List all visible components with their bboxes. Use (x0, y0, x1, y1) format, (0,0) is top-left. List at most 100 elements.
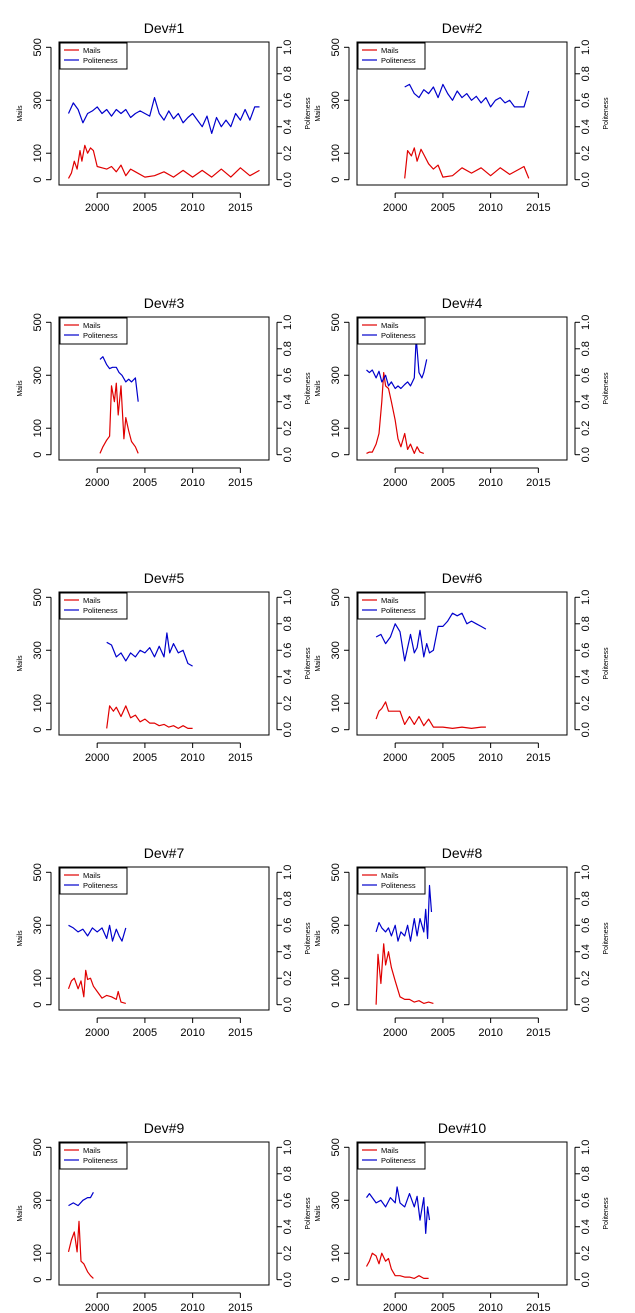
x-tick-label: 2010 (180, 1027, 204, 1039)
chart-panel-8: Dev#8 2000 2005 2010 2015 0 100 300 500 Mails 0.0 0… (315, 845, 610, 1039)
y2-tick-label: 0.8 (282, 891, 294, 906)
y-tick-label: 500 (330, 1138, 342, 1156)
y-axis-label: Mails (315, 1205, 322, 1222)
y2-tick-label: 0.0 (282, 447, 294, 462)
y2-axis-label: Politeness (305, 372, 312, 405)
legend-entry: Mails (83, 871, 101, 880)
y2-tick-label: 0.4 (580, 944, 592, 959)
x-tick-label: 2005 (431, 1027, 455, 1039)
x-tick-label: 2000 (383, 752, 407, 764)
y-tick-label: 0 (32, 177, 44, 183)
y-tick-label: 500 (32, 313, 44, 331)
x-tick-label: 2015 (526, 1302, 550, 1313)
y2-axis-label: Politeness (603, 372, 610, 405)
y-tick-label: 100 (32, 694, 44, 712)
y-tick-label: 100 (330, 694, 342, 712)
x-tick-label: 2000 (85, 477, 109, 489)
y-tick-label: 0 (32, 452, 44, 458)
y-tick-label: 300 (32, 366, 44, 384)
y2-tick-label: 0.2 (282, 421, 294, 436)
y-axis-label: Mails (17, 655, 24, 672)
y2-tick-label: 0.4 (580, 1219, 592, 1234)
y-tick-label: 100 (32, 1244, 44, 1262)
x-tick-label: 2000 (85, 1027, 109, 1039)
series-line-mails (106, 705, 193, 730)
series-line-politeness (67, 96, 260, 134)
y-tick-label: 0 (32, 1002, 44, 1008)
legend-entry: Mails (381, 321, 399, 330)
y-tick-label: 0 (32, 727, 44, 733)
y-axis-label: Mails (315, 380, 322, 397)
y-tick-label: 500 (330, 863, 342, 881)
legend-entry: Politeness (83, 331, 118, 340)
y2-tick-label: 0.4 (282, 394, 294, 409)
y2-tick-label: 0.4 (282, 944, 294, 959)
y2-tick-label: 1.0 (580, 40, 592, 55)
chart-title: Dev#2 (442, 20, 483, 36)
series-line-mails (67, 144, 260, 179)
legend-entry: Mails (381, 1146, 399, 1155)
y-tick-label: 500 (32, 38, 44, 56)
y2-tick-label: 0.0 (282, 172, 294, 187)
x-tick-label: 2010 (180, 202, 204, 214)
y2-tick-label: 0.0 (282, 997, 294, 1012)
plot-frame (356, 41, 568, 186)
y2-tick-label: 0.2 (580, 421, 592, 436)
y2-tick-label: 1.0 (282, 590, 294, 605)
y-tick-label: 100 (330, 419, 342, 437)
y2-tick-label: 1.0 (282, 865, 294, 880)
legend-entry: Mails (381, 596, 399, 605)
x-tick-label: 2005 (133, 1027, 157, 1039)
legend-box (357, 1142, 426, 1170)
legend-box (357, 317, 426, 345)
y2-tick-label: 0.2 (580, 971, 592, 986)
y-tick-label: 100 (32, 969, 44, 987)
chart-title: Dev#5 (144, 570, 185, 586)
legend-entry: Mails (381, 46, 399, 55)
series-line-politeness (99, 356, 139, 402)
y-tick-label: 300 (32, 1191, 44, 1209)
series-line-politeness (106, 632, 193, 667)
y-tick-label: 100 (330, 969, 342, 987)
legend-entry: Politeness (381, 331, 416, 340)
legend-entry: Mails (83, 596, 101, 605)
legend-box (59, 592, 128, 620)
y-axis-label: Mails (17, 380, 24, 397)
y-tick-label: 0 (330, 452, 342, 458)
legend-box (357, 592, 426, 620)
y2-axis-label: Politeness (603, 922, 610, 955)
y2-tick-label: 0.0 (580, 1272, 592, 1287)
y2-axis-label: Politeness (603, 1197, 610, 1230)
y2-tick-label: 0.0 (580, 722, 592, 737)
chart-panel-6: Dev#6 2000 2005 2010 2015 0 100 300 500 Mails 0.0 0… (315, 570, 610, 764)
y2-tick-label: 0.4 (282, 1219, 294, 1234)
y2-tick-label: 0.8 (282, 1166, 294, 1181)
x-tick-label: 2005 (133, 752, 157, 764)
series-line-politeness (68, 1192, 94, 1207)
y2-tick-label: 0.6 (580, 1193, 592, 1208)
legend-entry: Mails (83, 1146, 101, 1155)
x-tick-label: 2000 (85, 1302, 109, 1313)
y2-axis-label: Politeness (305, 97, 312, 130)
y-tick-label: 0 (330, 1277, 342, 1283)
x-tick-label: 2015 (228, 477, 252, 489)
x-tick-label: 2015 (228, 1302, 252, 1313)
legend-entry: Politeness (83, 56, 118, 65)
series-line-politeness (404, 83, 530, 108)
y2-tick-label: 1.0 (580, 315, 592, 330)
y2-tick-label: 0.2 (580, 146, 592, 161)
chart-title: Dev#4 (442, 295, 483, 311)
x-tick-label: 2000 (383, 477, 407, 489)
chart-title: Dev#7 (144, 845, 185, 861)
plot-frame (58, 591, 270, 736)
y-tick-label: 300 (330, 91, 342, 109)
y2-tick-label: 0.0 (580, 172, 592, 187)
x-tick-label: 2005 (133, 202, 157, 214)
y2-axis-label: Politeness (305, 647, 312, 680)
y2-tick-label: 0.6 (282, 368, 294, 383)
y2-tick-label: 0.2 (282, 971, 294, 986)
chart-panel-10: Dev#10 2000 2005 2010 2015 0 100 300 500 Mails 0.0… (315, 1120, 610, 1313)
legend-box (59, 317, 128, 345)
y2-axis-label: Politeness (603, 647, 610, 680)
